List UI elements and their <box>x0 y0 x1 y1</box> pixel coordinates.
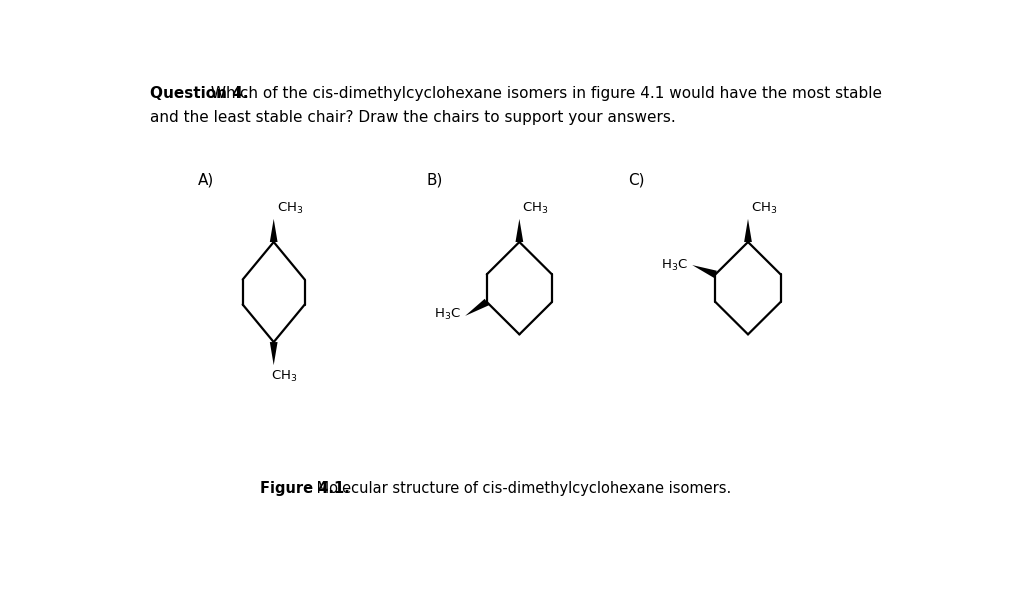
Text: CH$_3$: CH$_3$ <box>522 201 549 216</box>
Text: CH$_3$: CH$_3$ <box>751 201 777 216</box>
Text: C): C) <box>628 173 644 188</box>
Text: H$_3$C: H$_3$C <box>662 258 688 274</box>
Polygon shape <box>515 219 523 242</box>
Polygon shape <box>465 299 488 316</box>
Text: H$_3$C: H$_3$C <box>434 307 461 322</box>
Text: B): B) <box>426 173 442 188</box>
Text: Question 4.: Question 4. <box>150 86 248 101</box>
Polygon shape <box>744 219 752 242</box>
Text: CH$_3$: CH$_3$ <box>276 201 303 216</box>
Text: and the least stable chair? Draw the chairs to support your answers.: and the least stable chair? Draw the cha… <box>150 110 676 124</box>
Text: A): A) <box>198 173 214 188</box>
Text: Molecular structure of cis-dimethylcyclohexane isomers.: Molecular structure of cis-dimethylcyclo… <box>312 481 732 496</box>
Text: Figure 4.1.: Figure 4.1. <box>260 481 349 496</box>
Polygon shape <box>270 219 278 242</box>
Text: Which of the cis-dimethylcyclohexane isomers in figure 4.1 would have the most s: Which of the cis-dimethylcyclohexane iso… <box>206 86 883 101</box>
Polygon shape <box>270 342 278 365</box>
Polygon shape <box>692 265 717 278</box>
Text: CH$_3$: CH$_3$ <box>270 369 297 384</box>
